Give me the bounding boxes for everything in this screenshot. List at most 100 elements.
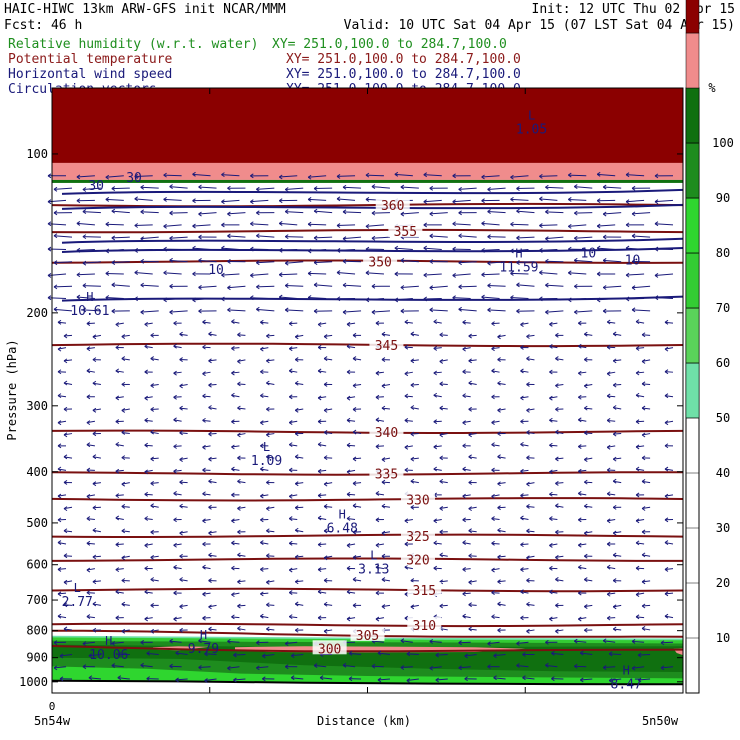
wind-vector-head (134, 270, 138, 275)
wind-vector (603, 212, 622, 215)
x-tick-label: 0 (49, 700, 56, 713)
wind-vector (584, 407, 593, 410)
extremum-letter: H (623, 663, 630, 677)
wind-vector-head (497, 357, 501, 362)
wind-vector-head (526, 578, 530, 583)
wind-vector (584, 457, 593, 461)
wind-vector (375, 566, 385, 570)
wind-vector (324, 530, 333, 533)
wind-vector (173, 396, 182, 398)
wind-vector (394, 247, 413, 250)
wind-vector-head (57, 393, 62, 399)
wind-vector-head (462, 540, 466, 545)
wind-vector-head (288, 394, 293, 400)
wind-vector (574, 212, 593, 214)
wind-vector (256, 187, 275, 190)
wind-vector (613, 433, 622, 435)
wind-vector-head (664, 540, 669, 545)
wind-vector (642, 334, 651, 336)
wind-vector-head (635, 319, 640, 325)
wind-vector (642, 580, 651, 583)
wind-vector (584, 432, 593, 435)
wind-vector-head (53, 233, 58, 239)
wind-vector (279, 222, 298, 226)
wind-vector-head (323, 528, 328, 534)
wind-vector-head (256, 306, 260, 312)
wind-vector (468, 382, 477, 385)
wind-vector-head (294, 601, 299, 607)
wind-vector (510, 272, 529, 275)
isentrope-label-bg (388, 223, 423, 238)
wind-vector (545, 284, 564, 287)
wind-vector-head (140, 662, 144, 668)
wind-vector-head (208, 578, 212, 583)
wind-vector-head (63, 406, 68, 412)
colorbar-swatch (685, 0, 700, 34)
wind-vector (452, 297, 471, 300)
wind-vector-head (435, 652, 440, 658)
wind-vector-head (458, 210, 462, 216)
wind-vector-head (288, 614, 293, 620)
wind-vector (549, 322, 558, 325)
wind-vector-head (606, 591, 611, 597)
wind-vector (539, 198, 558, 201)
wind-vector-head (86, 321, 91, 326)
wind-vector-head (278, 294, 283, 300)
wind-vector (481, 222, 500, 226)
wind-vector (406, 653, 419, 655)
wind-vector-head (63, 626, 68, 632)
wind-vector-head (346, 616, 351, 622)
wind-vector (266, 580, 275, 583)
wind-vector (539, 175, 558, 177)
wind-vector-head (574, 235, 578, 241)
wind-vector-head (520, 395, 524, 401)
wind-vector-head (192, 198, 196, 204)
wind-vector-head (260, 443, 264, 449)
legend-xy: XY= 251.0,100.0 to 284.7,100.0 (272, 37, 507, 52)
wind-vector-head (625, 172, 630, 178)
wind-vector (458, 235, 477, 238)
wind-vector (208, 383, 217, 386)
wind-vector (346, 591, 356, 594)
wind-vector-head (284, 283, 289, 288)
wind-vector (237, 604, 246, 607)
wind-vector-head (439, 506, 444, 511)
wind-vector (208, 628, 217, 631)
wind-vector-head (371, 309, 376, 315)
isentrope-line (51, 471, 683, 476)
wind-vector-head (555, 456, 559, 462)
wind-vector-head (584, 530, 588, 536)
wind-vector-head (294, 357, 299, 363)
wind-speed-contour (61, 237, 684, 244)
wind-vector (163, 224, 182, 227)
wind-vector (204, 653, 217, 655)
wind-vector (266, 433, 275, 436)
wind-vector-head (606, 491, 611, 497)
extremum-letter: H (105, 634, 112, 648)
wind-vector (233, 678, 246, 681)
wind-vector-head (313, 308, 318, 314)
wind-vector-head (82, 234, 87, 240)
wind-vector-head (144, 395, 148, 401)
wind-vector (63, 433, 73, 436)
wind-vector-head (635, 419, 640, 425)
wind-vector (198, 259, 217, 263)
wind-vector (636, 347, 645, 349)
rh-band-top (52, 88, 683, 163)
wind-vector (555, 383, 564, 387)
wind-vector-head (163, 246, 167, 252)
wind-vector (377, 678, 390, 681)
wind-vector-head (429, 211, 434, 217)
wind-vector-head (173, 491, 177, 496)
y-tick-label: 500 (26, 516, 48, 530)
wind-vector (260, 494, 269, 497)
wind-vector-head (86, 516, 91, 522)
wind-vector (121, 431, 130, 435)
wind-vector (642, 407, 651, 410)
wind-vector-head (381, 577, 386, 582)
wind-vector-head (439, 381, 444, 387)
wind-vector-head (520, 419, 524, 424)
wind-vector-head (584, 553, 588, 559)
wind-vector-head (429, 307, 434, 313)
wind-vector-head (404, 393, 409, 399)
